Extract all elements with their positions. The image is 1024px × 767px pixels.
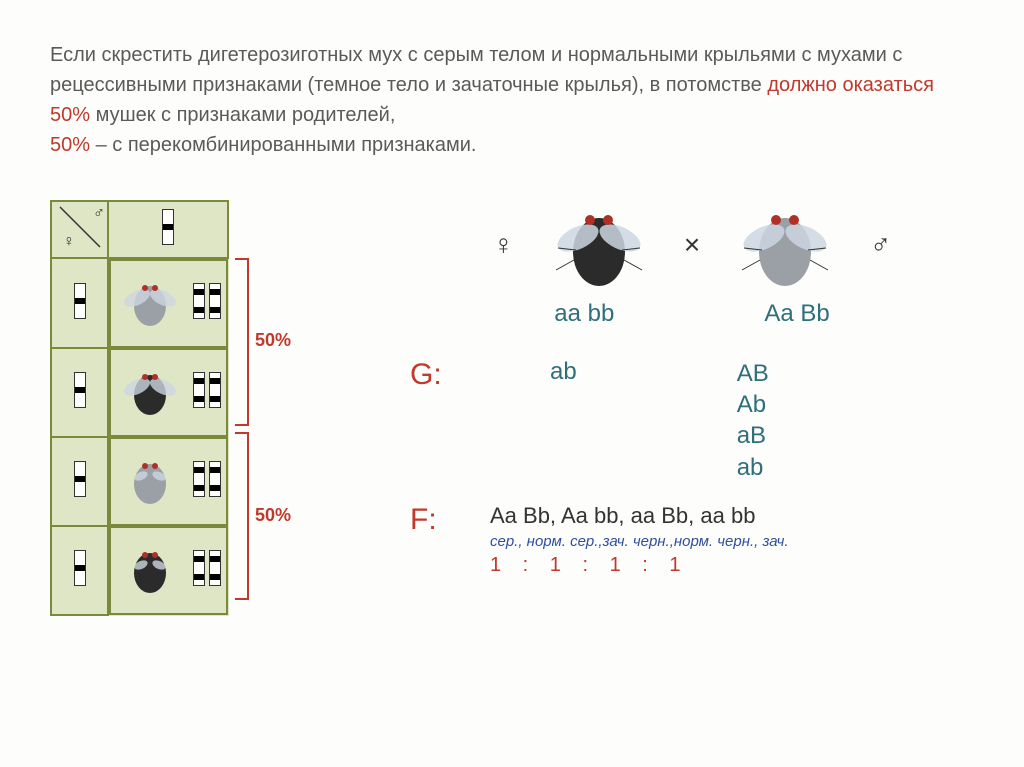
row-chrom-1 xyxy=(51,258,108,348)
cross-panel: ♀ × ♂ aa bb Aa Bb xyxy=(410,200,974,616)
punnett-table: ♂♀ xyxy=(50,200,229,616)
cross-symbol: × xyxy=(684,229,700,261)
female-geno: aa bb xyxy=(554,300,614,328)
row-chrom-3 xyxy=(51,437,108,526)
offspring-ratio: 1 : 1 : 1 : 1 xyxy=(490,554,789,577)
male-gametes: AB Ab aB ab xyxy=(737,358,769,483)
offspring-genotypes: Aa Bb, Aa bb, aa Bb, aa bb xyxy=(490,503,789,529)
male-symbol: ♂ xyxy=(870,229,891,261)
intro-p3: – с перекомбинированными признаками. xyxy=(90,134,476,156)
bracket-bottom xyxy=(235,432,249,600)
parent-row: ♀ × ♂ xyxy=(410,200,974,290)
bracket-top-label: 50% xyxy=(255,330,291,351)
fly-dark-short xyxy=(115,543,185,598)
male-geno: Aa Bb xyxy=(764,300,829,328)
col-header xyxy=(108,201,228,258)
fly-dark-wings xyxy=(115,365,185,420)
male-gam-0: AB xyxy=(737,358,769,389)
male-gam-2: aB xyxy=(737,420,769,451)
svg-text:♀: ♀ xyxy=(63,233,75,250)
fly-grey-wings xyxy=(115,276,185,331)
parent-geno-row: aa bb Aa Bb xyxy=(410,300,974,328)
offspring-row: F: Aa Bb, Aa bb, aa Bb, aa bb сер., норм… xyxy=(410,503,974,577)
gametes-label: G: xyxy=(410,358,450,392)
row-chrom-4 xyxy=(51,526,108,615)
female-symbol: ♀ xyxy=(493,229,514,261)
bracket-bottom-label: 50% xyxy=(255,505,291,526)
punnett-panel: ♂♀ xyxy=(50,200,380,616)
row-chrom-2 xyxy=(51,348,108,437)
svg-text:♂: ♂ xyxy=(93,205,105,222)
fly-grey-short xyxy=(115,454,185,509)
fly-row-3 xyxy=(109,437,228,526)
gametes-row: G: ab AB Ab aB ab xyxy=(410,358,974,483)
offspring-phenotypes: сер., норм. сер.,зач. черн.,норм. черн.,… xyxy=(490,533,789,550)
male-gam-3: ab xyxy=(737,452,769,483)
parent-male-fly xyxy=(730,200,840,290)
bracket-top xyxy=(235,258,249,426)
corner-cell: ♂♀ xyxy=(51,201,108,258)
intro-p2: мушек с признаками родителей, xyxy=(90,104,395,126)
fly-row-1 xyxy=(109,259,228,348)
parent-female-fly xyxy=(544,200,654,290)
fly-row-2 xyxy=(109,348,228,437)
intro-text: Если скрестить дигетерозиготных мух с се… xyxy=(50,40,974,160)
female-gamete: ab xyxy=(550,358,577,483)
offspring-label: F: xyxy=(410,503,450,537)
intro-red2: 50% xyxy=(50,134,90,156)
male-gam-1: Ab xyxy=(737,389,769,420)
fly-row-4 xyxy=(109,526,228,615)
